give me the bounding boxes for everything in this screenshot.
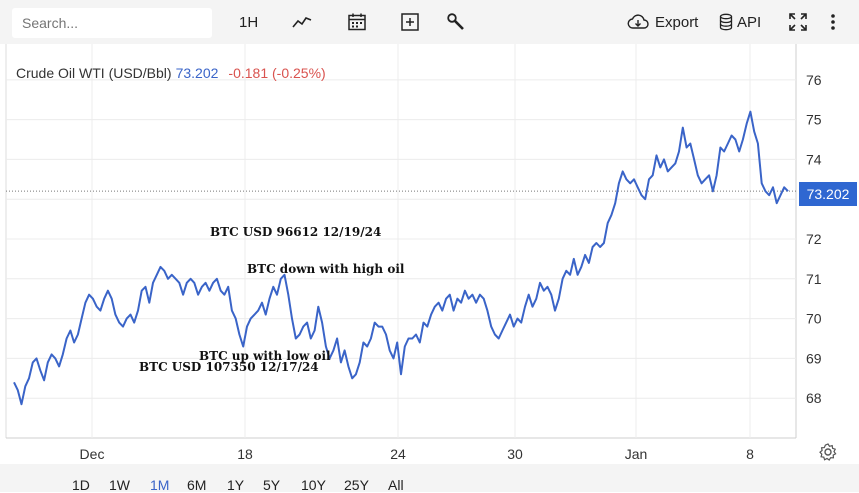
y-axis: 686970717273747576 bbox=[806, 72, 822, 406]
range-button-5y[interactable]: 5Y bbox=[263, 477, 281, 493]
api-label: API bbox=[737, 13, 762, 31]
export-label: Export bbox=[655, 13, 699, 31]
x-tick-label: 8 bbox=[746, 446, 754, 462]
range-button-25y[interactable]: 25Y bbox=[344, 477, 369, 493]
legend-change: -0.181 (-0.25%) bbox=[228, 65, 326, 81]
cloud-download-icon bbox=[627, 14, 649, 29]
x-tick-label: Jan bbox=[625, 446, 648, 462]
gear-icon[interactable] bbox=[818, 442, 838, 467]
api-button[interactable]: API bbox=[719, 10, 761, 34]
wrench-icon[interactable] bbox=[446, 10, 466, 34]
annotation-btc-up: BTC up with low oil bbox=[199, 349, 331, 363]
chart-legend: Crude Oil WTI (USD/Bbl) 73.202 -0.181 (-0.… bbox=[16, 65, 326, 81]
range-button-all[interactable]: All bbox=[388, 477, 404, 493]
y-tick-label: 69 bbox=[806, 350, 822, 366]
more-vertical-icon[interactable] bbox=[830, 10, 836, 34]
range-button-6m[interactable]: 6M bbox=[187, 477, 207, 493]
y-tick-label: 70 bbox=[806, 311, 822, 327]
symbol-name: Crude Oil WTI (USD/Bbl) bbox=[16, 65, 172, 81]
range-button-1m[interactable]: 1M bbox=[150, 477, 170, 493]
last-price-tag: 73.202 bbox=[799, 182, 857, 206]
export-button[interactable]: Export bbox=[627, 10, 698, 34]
annotation-btc-107350: BTC USD 107350 12/17/24 bbox=[139, 360, 319, 374]
range-button-1w[interactable]: 1W bbox=[109, 477, 130, 493]
x-tick-label: 24 bbox=[390, 446, 406, 462]
y-tick-label: 68 bbox=[806, 390, 822, 406]
y-tick-label: 74 bbox=[806, 151, 822, 167]
x-tick-label: Dec bbox=[80, 446, 105, 462]
y-tick-label: 71 bbox=[806, 271, 822, 287]
y-tick-label: 72 bbox=[806, 231, 822, 247]
calendar-icon[interactable] bbox=[347, 10, 367, 34]
grid bbox=[5, 44, 797, 439]
x-tick-label: 30 bbox=[507, 446, 523, 462]
fullscreen-icon[interactable] bbox=[788, 10, 808, 34]
line-chart-icon[interactable] bbox=[292, 10, 312, 34]
add-compare-icon[interactable] bbox=[400, 10, 420, 34]
y-tick-label: 76 bbox=[806, 72, 822, 88]
range-button-10y[interactable]: 10Y bbox=[301, 477, 326, 493]
search-input[interactable] bbox=[12, 8, 212, 38]
legend-price: 73.202 bbox=[175, 65, 219, 81]
x-tick-label: 18 bbox=[237, 446, 253, 462]
database-icon bbox=[719, 13, 733, 31]
range-bar bbox=[0, 464, 859, 492]
annotation-btc-96612: BTC USD 96612 12/19/24 bbox=[210, 225, 382, 239]
y-tick-label: 75 bbox=[806, 112, 822, 128]
range-button-1d[interactable]: 1D bbox=[72, 477, 90, 493]
interval-label: 1H bbox=[239, 13, 259, 31]
x-axis: Dec 18 24 30 Jan 8 bbox=[80, 446, 755, 462]
price-line bbox=[13, 110, 789, 406]
interval-button[interactable]: 1H bbox=[239, 10, 258, 34]
annotation-btc-down: BTC down with high oil bbox=[247, 262, 405, 276]
toolbar: 1H Export API bbox=[0, 0, 859, 44]
range-button-1y[interactable]: 1Y bbox=[227, 477, 245, 493]
